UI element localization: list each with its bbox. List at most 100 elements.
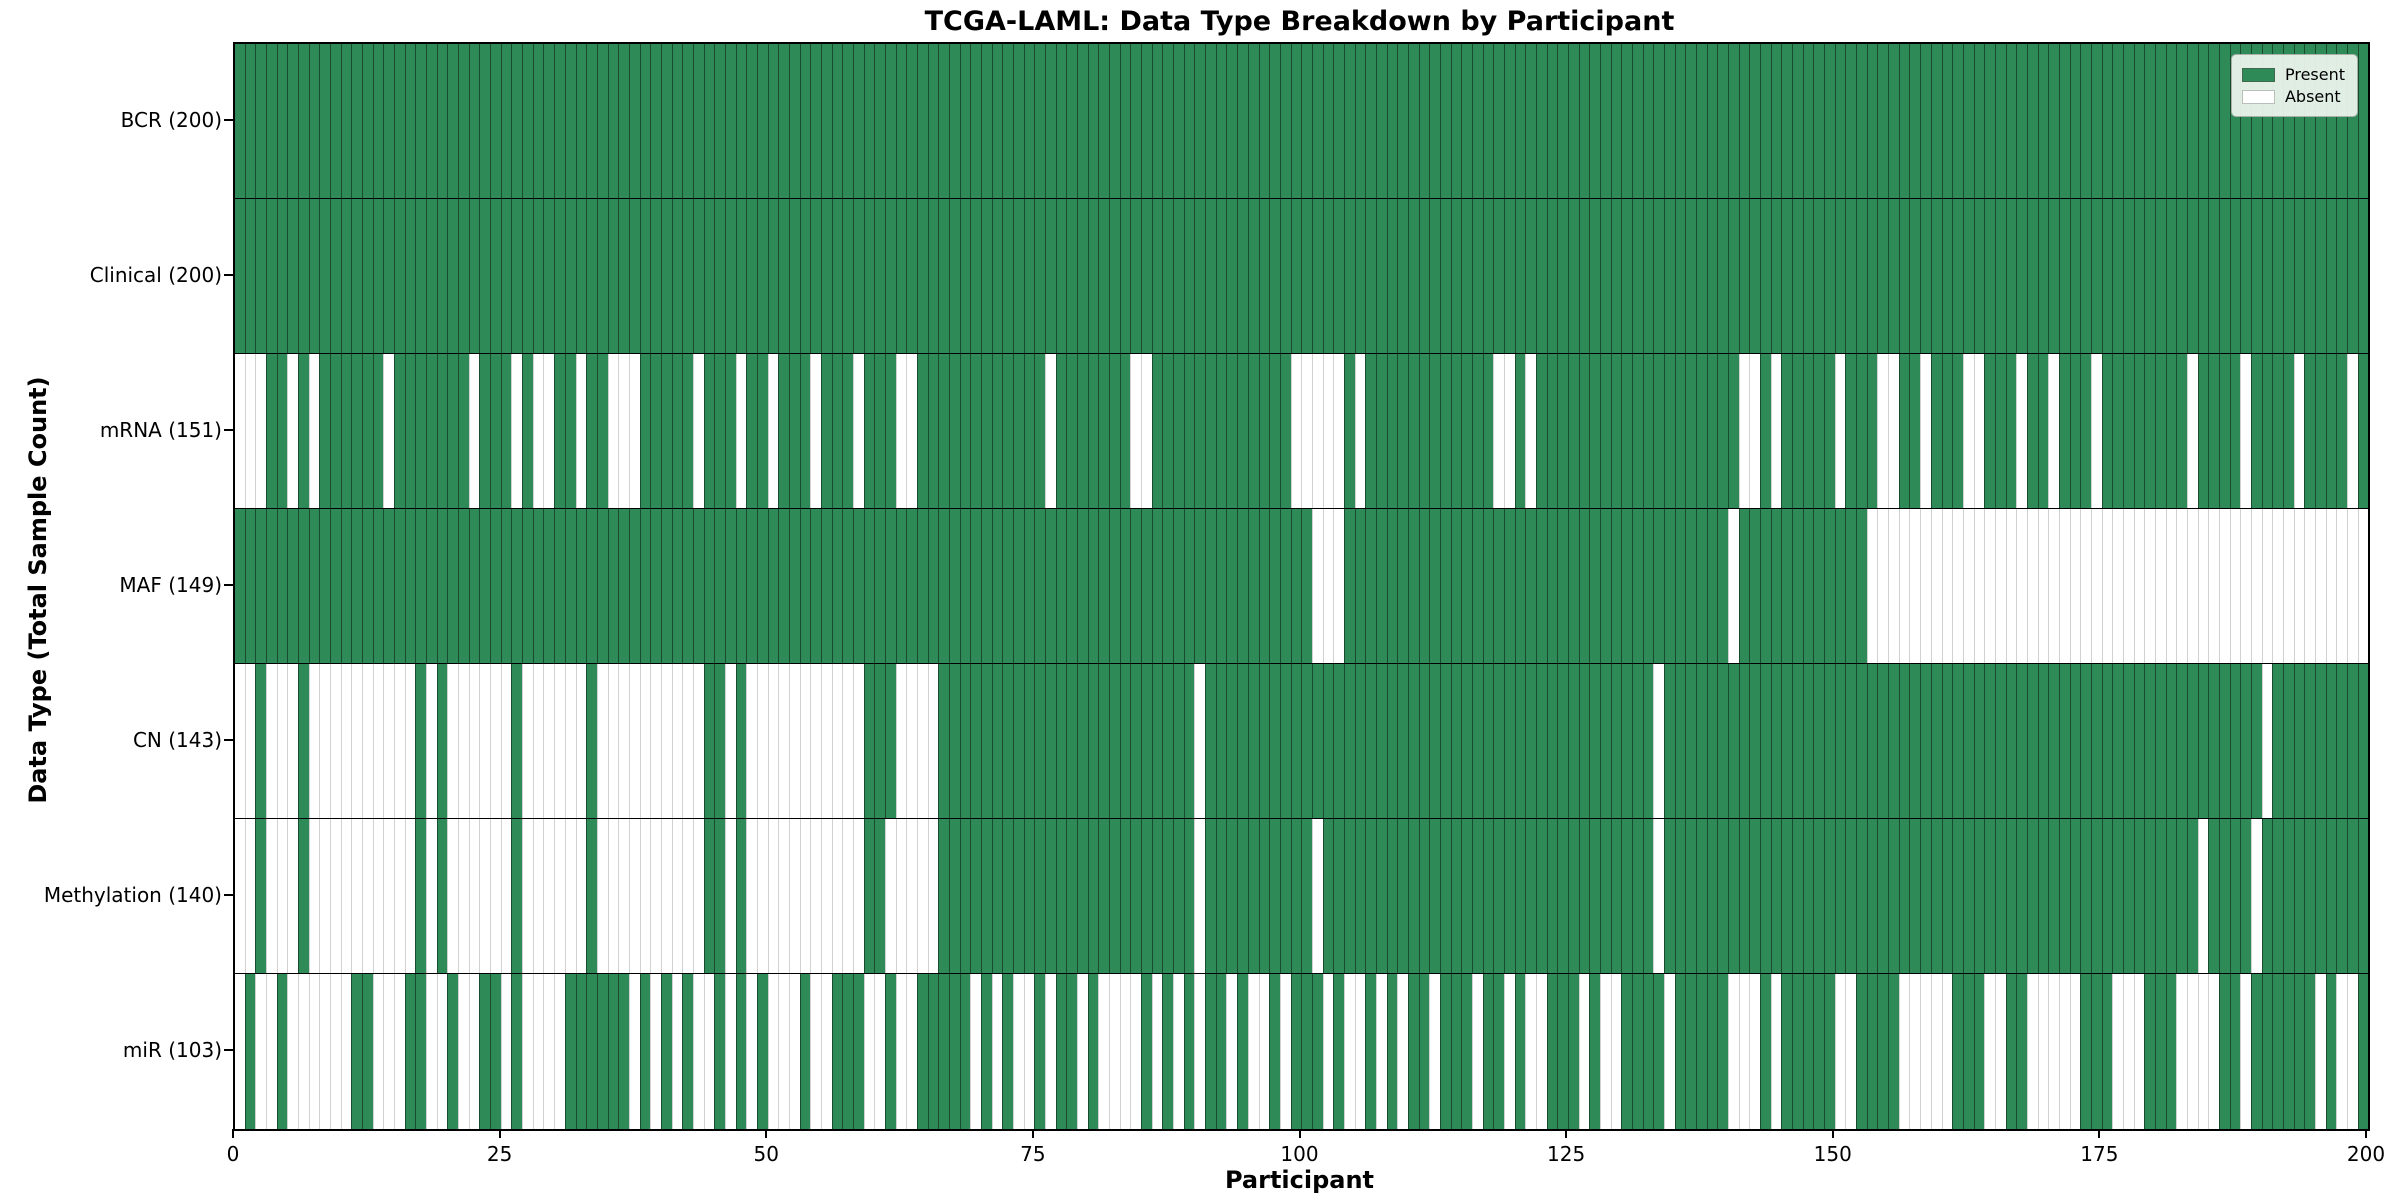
heatmap-cell [2357, 509, 2369, 663]
heatmap-cell [1792, 44, 1803, 198]
heatmap-cell [1407, 664, 1419, 818]
heatmap-cell [810, 664, 821, 818]
heatmap-cell [1493, 509, 1504, 663]
heatmap-cell [650, 974, 661, 1129]
heatmap-cell [372, 819, 384, 973]
heatmap-cell [2357, 44, 2369, 198]
heatmap-cell [586, 819, 597, 973]
heatmap-cell [1333, 664, 1344, 818]
heatmap-cell [2080, 199, 2091, 353]
heatmap-cell [1994, 354, 2006, 508]
heatmap-cell [2304, 509, 2316, 663]
heatmap-cell [308, 819, 320, 973]
heatmap-cell [1503, 819, 1515, 973]
heatmap-cell [1119, 199, 1131, 353]
heatmap-cell [724, 199, 736, 353]
heatmap-cell [255, 44, 267, 198]
legend-absent-label: Absent [2284, 87, 2341, 106]
heatmap-cell [692, 199, 704, 353]
heatmap-cell [543, 974, 555, 1129]
heatmap-cell [511, 199, 523, 353]
heatmap-cell [1792, 509, 1803, 663]
heatmap-cell [415, 354, 427, 508]
heatmap-cell [1834, 819, 1846, 973]
heatmap-cell [2069, 509, 2081, 663]
heatmap-cell [1546, 974, 1558, 1129]
heatmap-cell [436, 354, 448, 508]
heatmap-cell [1493, 44, 1504, 198]
heatmap-cell [1770, 44, 1782, 198]
heatmap-cell [1621, 664, 1633, 818]
heatmap-cell [1482, 664, 1494, 818]
heatmap-cell [1034, 199, 1046, 353]
heatmap-cell [981, 974, 992, 1129]
heatmap-cell [266, 819, 277, 973]
heatmap-cell [2240, 199, 2251, 353]
heatmap-cell [2229, 819, 2241, 973]
heatmap-cell [2133, 819, 2145, 973]
heatmap-cell [2154, 509, 2166, 663]
heatmap-cell [1920, 354, 1931, 508]
heatmap-cell [863, 974, 875, 1129]
heatmap-cell [1269, 354, 1280, 508]
heatmap-cell [1642, 819, 1654, 973]
heatmap-cell [863, 44, 875, 198]
heatmap-cell [1269, 509, 1280, 663]
heatmap-cell [671, 509, 683, 663]
heatmap-cell [1760, 509, 1771, 663]
heatmap-cell [703, 44, 715, 198]
heatmap-cell [1034, 664, 1046, 818]
heatmap-cell [1066, 199, 1078, 353]
heatmap-cell [490, 509, 501, 663]
y-tick-mark [224, 118, 233, 121]
heatmap-cell [1781, 664, 1793, 818]
heatmap-cell [1578, 354, 1590, 508]
heatmap-cell [2069, 819, 2081, 973]
heatmap-cell [1461, 664, 1472, 818]
heatmap-cell [1610, 974, 1622, 1129]
heatmap-cell [1994, 664, 2006, 818]
heatmap-cell [874, 44, 885, 198]
heatmap-cell [479, 974, 491, 1129]
heatmap-cell [1802, 819, 1814, 973]
heatmap-cell [1429, 509, 1440, 663]
heatmap-cell [394, 44, 405, 198]
heatmap-cell [1834, 354, 1846, 508]
heatmap-cell [490, 664, 501, 818]
heatmap-cell [1066, 509, 1078, 663]
heatmap-cell [1760, 819, 1771, 973]
heatmap-cell [1546, 44, 1558, 198]
heatmap-cell [426, 819, 437, 973]
heatmap-cell [532, 354, 544, 508]
heatmap-cell [1642, 974, 1654, 1129]
heatmap-cell [970, 664, 982, 818]
heatmap-cell [1194, 44, 1206, 198]
legend-item-present: Present [2241, 65, 2345, 84]
heatmap-cell [255, 664, 267, 818]
heatmap-cell [639, 199, 651, 353]
heatmap-cell [1920, 199, 1931, 353]
heatmap-cell [1952, 44, 1963, 198]
heatmap-cell [2154, 354, 2166, 508]
heatmap-cell [2229, 44, 2241, 198]
heatmap-cell [490, 199, 501, 353]
heatmap-cell [2133, 199, 2145, 353]
heatmap-cell [2336, 509, 2348, 663]
heatmap-cell [1493, 354, 1504, 508]
heatmap-cell [650, 819, 661, 973]
heatmap-cell [1311, 974, 1323, 1129]
heatmap-cell [1557, 354, 1568, 508]
heatmap-cell [906, 199, 917, 353]
heatmap-cell [660, 509, 672, 663]
heatmap-cell [2101, 354, 2113, 508]
heatmap-cell [1173, 199, 1184, 353]
heatmap-cell [319, 509, 331, 663]
heatmap-cell [1045, 664, 1056, 818]
heatmap-cell [319, 974, 331, 1129]
heatmap-cell [2005, 354, 2017, 508]
heatmap-cell [746, 354, 757, 508]
heatmap-cell [1215, 354, 1227, 508]
heatmap-cell [2240, 819, 2251, 973]
heatmap-cell [2229, 199, 2241, 353]
heatmap-cell [1077, 44, 1088, 198]
